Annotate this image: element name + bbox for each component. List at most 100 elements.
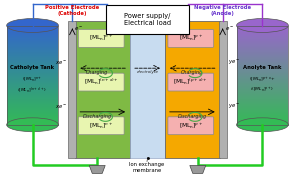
Bar [7,46,58,47]
Bar [237,53,288,54]
Bar [237,59,288,60]
Bar [7,26,58,27]
Text: $[\mathrm{ML_n}]^{n+}$: $[\mathrm{ML_n}]^{n+}$ [89,121,113,131]
Bar [7,42,58,43]
Bar [237,78,288,79]
Bar [237,94,288,95]
Bar [237,27,288,28]
Bar [237,48,288,49]
Bar [237,112,288,113]
Bar [7,33,58,34]
Bar [237,110,288,111]
Bar [7,26,58,125]
Bar [237,68,288,69]
Bar [7,104,58,105]
Bar [237,91,288,92]
Bar [7,120,58,121]
Bar [7,97,58,98]
Bar [7,107,58,108]
Bar [7,93,58,94]
Bar [7,45,58,46]
Text: $[\mathrm{ML_n}]^{p+}$: $[\mathrm{ML_n}]^{p+}$ [179,121,203,131]
Bar [237,40,288,41]
Bar [237,55,288,56]
Bar [7,119,58,120]
Bar [7,116,58,117]
Bar [7,57,58,58]
Bar [7,39,58,40]
Bar [237,121,288,122]
Bar [237,61,288,62]
Bar [7,109,58,110]
Bar [237,72,288,73]
Bar [237,64,288,65]
Bar [7,82,58,83]
Bar [237,33,288,34]
Bar [237,85,288,86]
Text: $([ML_n]^{n+}$: $([ML_n]^{n+}$ [22,76,43,84]
Bar [237,75,288,76]
Bar [7,55,58,56]
Bar [237,45,288,46]
Bar [237,81,288,82]
Bar [237,77,288,78]
Bar [7,44,58,45]
Bar [237,99,288,100]
Text: Discharging: Discharging [178,114,207,119]
Text: electrolyte: electrolyte [137,70,158,74]
Bar [7,63,58,64]
Bar [237,97,288,98]
Bar [237,102,288,103]
Text: $[\mathrm{ML_n}]^{(p+x)+}$: $[\mathrm{ML_n}]^{(p+x)+}$ [173,77,208,87]
Bar [7,85,58,86]
Bar [237,115,288,116]
Bar [7,92,58,93]
Bar [237,49,288,50]
FancyBboxPatch shape [78,117,124,135]
Bar [237,88,288,89]
Bar [237,103,288,104]
Bar [237,83,288,84]
Bar [237,92,288,93]
Text: Negative Electrode
(Anode): Negative Electrode (Anode) [194,5,251,16]
Bar [7,106,58,107]
Bar [7,111,58,112]
Bar [7,67,58,68]
Bar [7,58,58,59]
Ellipse shape [237,19,288,33]
Bar [237,31,288,33]
Bar [237,124,288,125]
Bar [7,61,58,62]
Bar [7,112,58,113]
Bar [7,54,58,55]
Bar [165,20,220,158]
Bar [7,123,58,124]
Text: Charging: Charging [86,70,108,75]
Bar [237,50,288,51]
Bar [7,105,58,106]
Bar [7,64,58,65]
Bar [7,50,58,51]
FancyBboxPatch shape [78,30,124,47]
Bar [75,20,130,158]
Bar [237,56,288,57]
Bar [7,114,58,115]
Bar [237,106,288,107]
Bar [237,44,288,45]
Bar [7,100,58,101]
Bar [237,104,288,105]
Bar [7,30,58,32]
Bar [237,123,288,124]
Bar [7,117,58,118]
Bar [237,58,288,59]
Bar [237,105,288,106]
Bar [237,82,288,83]
Bar [237,107,288,108]
FancyBboxPatch shape [168,117,214,135]
Bar [68,20,76,158]
Bar [237,26,288,125]
Bar [7,27,58,28]
Bar [237,62,288,63]
Bar [237,46,288,47]
Bar [7,48,58,49]
